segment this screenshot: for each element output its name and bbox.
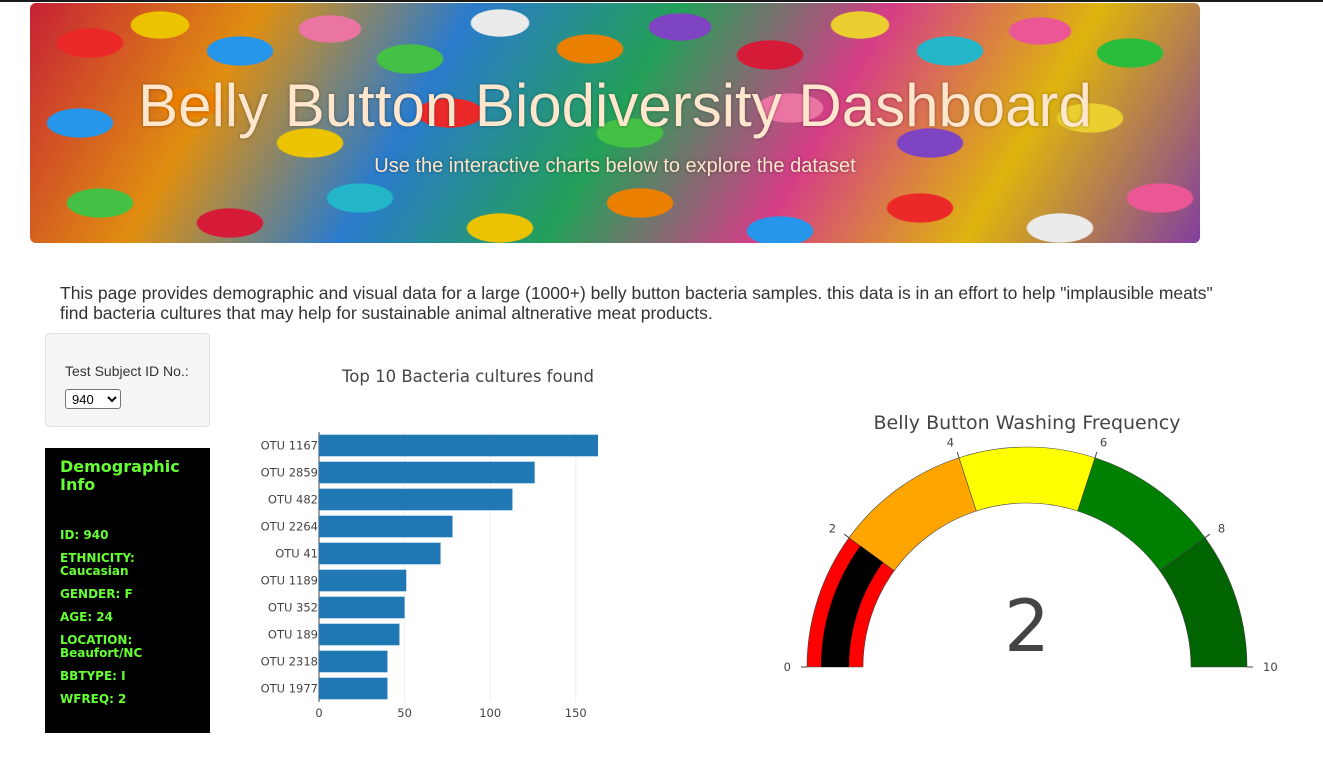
demographic-wfreq: WFREQ: 2 xyxy=(60,692,127,706)
gauge-steps xyxy=(806,446,1248,668)
bar[interactable] xyxy=(319,650,388,673)
bar-chart-bars xyxy=(319,434,599,700)
gauge-tick-label: 0 xyxy=(784,660,791,674)
y-tick-label: OTU 482 xyxy=(268,493,318,507)
x-tick-label: 0 xyxy=(315,706,322,720)
gauge-tick xyxy=(1094,451,1098,458)
gauge-tick-label: 8 xyxy=(1218,521,1225,535)
demographic-bbtype: BBTYPE: I xyxy=(60,669,126,683)
subject-selector-panel: Test Subject ID No.: 940 xyxy=(45,333,210,427)
gauge-tick xyxy=(843,533,850,539)
gauge-tick-label: 10 xyxy=(1263,660,1278,674)
subject-selector-label: Test Subject ID No.: xyxy=(65,363,189,379)
gauge-tick xyxy=(956,451,960,458)
bar[interactable] xyxy=(319,515,453,538)
y-tick-label: OTU 1977 xyxy=(261,682,318,696)
demographic-ethnicity: ETHNICITY: Caucasian xyxy=(60,551,135,578)
bar[interactable] xyxy=(319,488,513,511)
gauge-ticks: 0 2 4 6 8 10 xyxy=(784,436,1278,674)
gauge-tick-label: 2 xyxy=(829,521,836,535)
hero-overlay xyxy=(30,3,1200,243)
bar-chart-y-labels: OTU 1167 OTU 2859 OTU 482 OTU 2264 OTU 41 OTU… xyxy=(261,439,318,696)
bar[interactable] xyxy=(319,434,599,457)
x-tick-label: 100 xyxy=(479,706,501,720)
y-tick-label: OTU 352 xyxy=(268,601,318,615)
bar[interactable] xyxy=(319,677,388,700)
bar[interactable] xyxy=(319,461,535,484)
bar[interactable] xyxy=(319,596,405,619)
gauge-bar xyxy=(821,545,883,667)
bar[interactable] xyxy=(319,542,441,565)
demographic-title: Demographic Info xyxy=(60,457,180,494)
bar[interactable] xyxy=(319,569,407,592)
page-title: Belly Button Biodiversity Dashboard xyxy=(138,72,1092,139)
demographic-age: AGE: 24 xyxy=(60,610,114,624)
top-bacteria-bar-chart[interactable]: Top 10 Bacteria cultures found OTU 1167O… xyxy=(230,345,680,755)
demographic-list: ID: 940 ETHNICITY: Caucasian GENDER: F A… xyxy=(60,529,205,716)
hero-banner: Belly Button Biodiversity Dashboard Use … xyxy=(30,3,1200,243)
demographic-gender: GENDER: F xyxy=(60,587,133,601)
gauge-value-bar xyxy=(821,545,883,667)
demographic-info-panel: Demographic Info ID: 940 ETHNICITY: Cauc… xyxy=(45,448,210,733)
page-subtitle: Use the interactive charts below to expl… xyxy=(374,155,856,177)
gauge-tick xyxy=(1204,533,1211,539)
y-tick-label: OTU 2264 xyxy=(261,520,318,534)
bar-chart-title: Top 10 Bacteria cultures found xyxy=(341,367,594,386)
y-tick-label: OTU 2318 xyxy=(261,655,318,669)
y-tick-label: OTU 189 xyxy=(268,628,318,642)
gauge-value-text: 2 xyxy=(1004,584,1050,668)
y-tick-label: OTU 41 xyxy=(275,547,318,561)
y-tick-label: OTU 1189 xyxy=(261,574,318,588)
bar-chart-x-labels: 0 50 100 150 xyxy=(315,706,586,720)
y-tick-label: OTU 1167 xyxy=(261,439,318,453)
top-border xyxy=(0,0,1323,2)
intro-text: This page provides demographic and visua… xyxy=(60,283,1213,323)
washing-frequency-gauge[interactable]: Belly Button Washing Frequency 0 2 4 6 8 10 2 xyxy=(780,400,1300,700)
demographic-location: LOCATION: Beaufort/NC xyxy=(60,633,143,660)
gauge-tick-label: 4 xyxy=(947,436,954,450)
x-tick-label: 50 xyxy=(397,706,412,720)
gauge-title: Belly Button Washing Frequency xyxy=(874,412,1181,434)
x-tick-label: 150 xyxy=(565,706,587,720)
gauge-tick-label: 6 xyxy=(1100,436,1107,450)
gauge-step xyxy=(958,446,1096,512)
bar[interactable] xyxy=(319,623,400,646)
y-tick-label: OTU 2859 xyxy=(261,466,318,480)
demographic-id: ID: 940 xyxy=(60,528,109,542)
subject-id-select[interactable]: 940 xyxy=(65,389,121,409)
